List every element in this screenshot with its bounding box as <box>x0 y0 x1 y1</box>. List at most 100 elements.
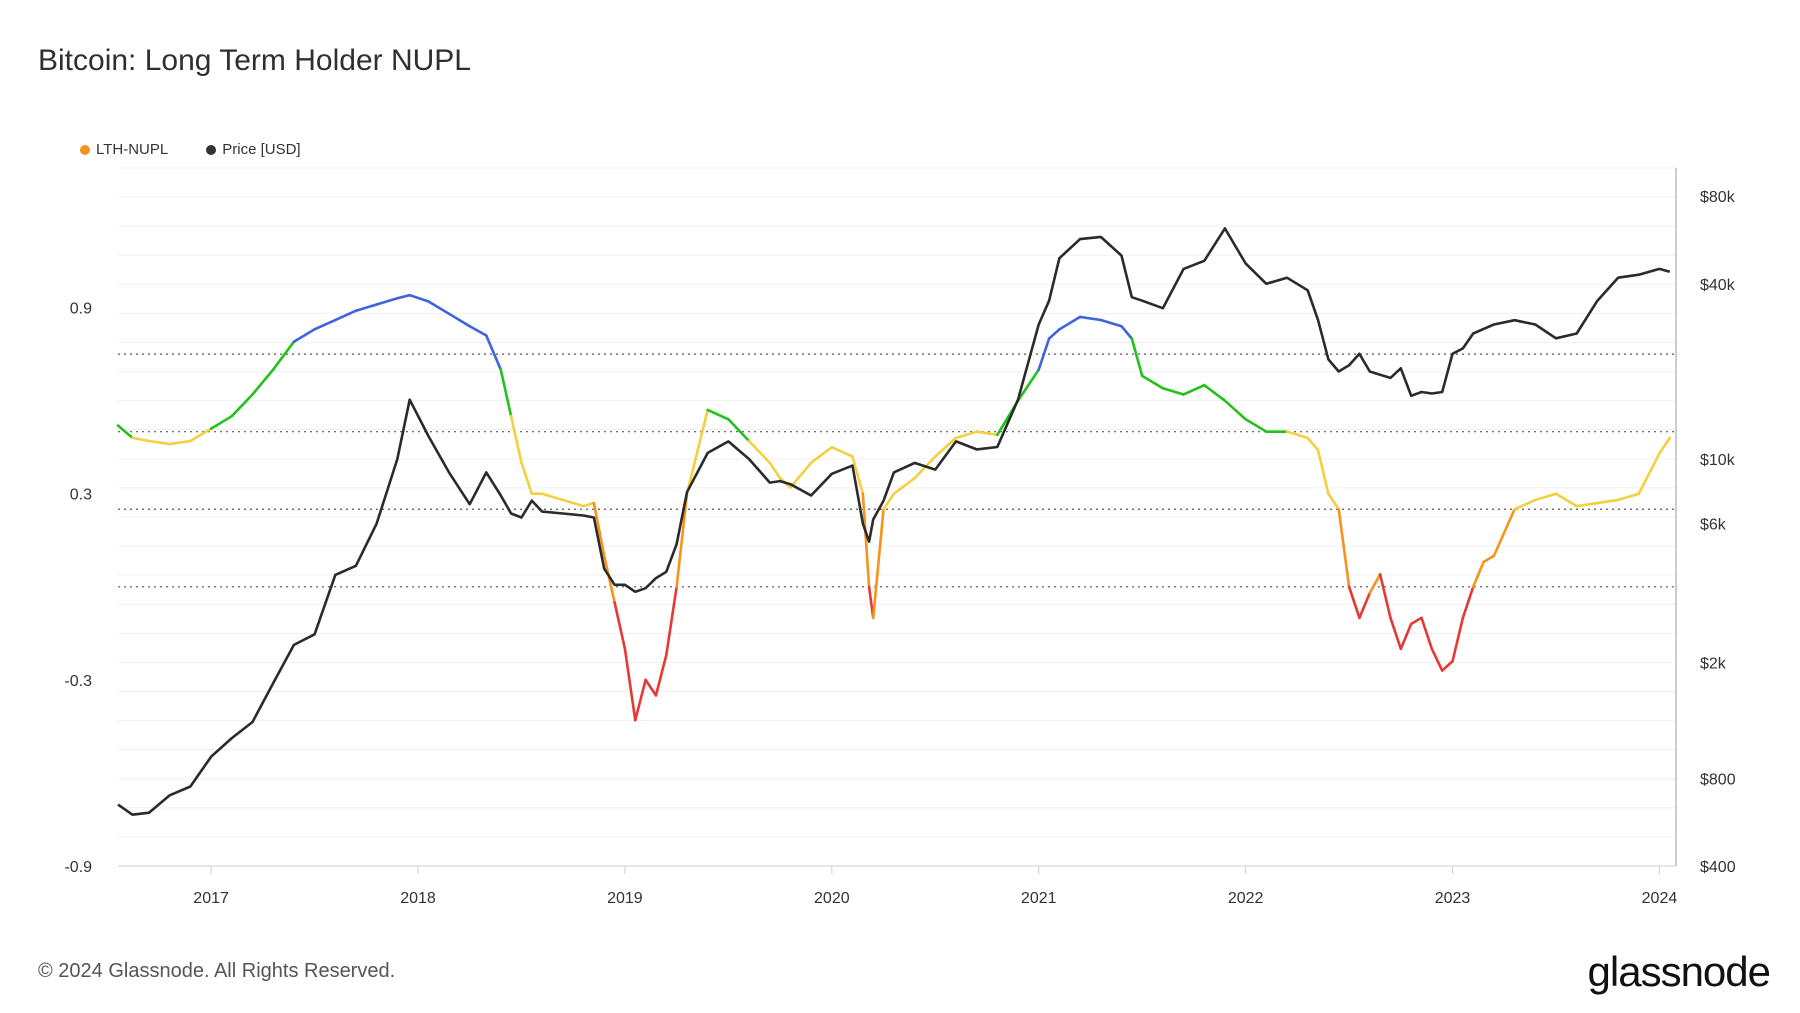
lth-nupl-segment <box>354 303 378 313</box>
lth-nupl-segment <box>1358 591 1372 620</box>
lth-nupl-segment <box>209 414 234 430</box>
x-tick-label: 2022 <box>1228 890 1264 907</box>
lth-nupl-segment <box>975 430 999 437</box>
lth-nupl-segment <box>1492 507 1516 558</box>
lth-nupl-segment <box>509 414 523 465</box>
lth-nupl-segment <box>1099 318 1123 328</box>
lth-nupl-segment <box>1596 498 1620 505</box>
lth-nupl-segment <box>230 393 254 418</box>
lth-nupl-segment <box>768 461 782 480</box>
lth-nupl-segment <box>540 492 565 502</box>
lth-nupl-segment <box>1120 324 1134 340</box>
lth-nupl-segment <box>623 647 637 722</box>
lth-nupl-segment <box>1399 622 1413 651</box>
lth-nupl-segment <box>1202 383 1227 402</box>
lth-nupl-segment <box>747 439 772 465</box>
lth-nupl-segment <box>292 328 316 344</box>
lth-nupl-segment <box>499 368 513 418</box>
lth-nupl-segment <box>1337 507 1351 589</box>
lth-nupl-segment <box>189 427 213 443</box>
legend-dot-orange-icon <box>80 144 90 155</box>
lth-nupl-segment <box>1285 430 1310 440</box>
right-axis-tick-label: $10k <box>1700 452 1736 469</box>
right-axis-tick-label: $2k <box>1700 656 1727 673</box>
lth-nupl-segment <box>871 507 885 620</box>
lth-nupl-segment <box>271 340 296 371</box>
price-usd-line <box>117 227 1671 816</box>
x-tick-label: 2019 <box>607 890 643 907</box>
lth-nupl-segment <box>1461 585 1475 620</box>
lth-nupl-segment <box>1575 501 1599 508</box>
lth-nupl-segment <box>1347 585 1361 620</box>
left-axis-tick-label: 0.3 <box>70 487 92 504</box>
right-axis-tick-label: $40k <box>1700 277 1736 294</box>
legend-label: Price [USD] <box>222 141 301 158</box>
lth-nupl-segment <box>727 417 751 443</box>
left-axis-tick-label: -0.9 <box>64 859 92 876</box>
lth-nupl-segment <box>613 601 627 651</box>
lth-nupl-segment <box>809 445 834 465</box>
legend-item-lth-nupl[interactable]: LTH-NUPL <box>80 141 168 158</box>
lth-nupl-segment <box>520 461 534 496</box>
lth-nupl-segment <box>131 436 151 443</box>
lth-nupl-segment <box>1430 647 1444 672</box>
right-axis-tick-label: $400 <box>1700 859 1736 876</box>
lth-nupl-segment <box>116 424 134 440</box>
lth-nupl-segment <box>1223 399 1247 421</box>
lth-nupl-segment <box>789 461 813 489</box>
lth-nupl-segment <box>468 324 488 337</box>
right-axis-tick-label: $800 <box>1700 771 1736 788</box>
lth-nupl-segment <box>396 293 412 300</box>
lth-nupl-segment <box>1451 616 1465 663</box>
legend-item-price[interactable]: Price [USD] <box>206 141 301 158</box>
lth-nupl-segment <box>1554 492 1578 508</box>
lth-nupl-segment <box>1534 492 1558 502</box>
lth-nupl-segment <box>168 439 192 446</box>
lth-nupl-segment <box>484 334 503 371</box>
lth-nupl-segment <box>427 300 451 316</box>
x-tick-label: 2023 <box>1435 890 1471 907</box>
glassnode-logo: glassnode <box>1587 948 1771 995</box>
lth-nupl-segment <box>644 678 658 697</box>
lth-nupl-segment <box>1482 554 1496 564</box>
legend-dot-black-icon <box>206 144 217 155</box>
lth-nupl-segment <box>333 309 358 322</box>
lth-nupl-segment <box>1016 368 1041 402</box>
x-tick-label: 2017 <box>193 890 229 907</box>
x-tick-label: 2020 <box>814 890 850 907</box>
lth-nupl-segment <box>408 293 430 303</box>
lth-nupl-segment <box>1440 659 1454 672</box>
lth-nupl-segment <box>375 296 399 306</box>
lth-nupl-segment <box>447 312 472 328</box>
lth-nupl-segment <box>1316 449 1330 496</box>
lth-nupl-segment <box>1389 616 1403 651</box>
left-axis-tick-label: 0.9 <box>70 301 92 318</box>
lth-nupl-segment <box>778 476 792 489</box>
copyright-footer: © 2024 Glassnode. All Rights Reserved. <box>38 960 396 982</box>
legend-label: LTH-NUPL <box>96 141 169 158</box>
lth-nupl-segment <box>633 678 647 722</box>
lth-nupl-segment <box>892 476 916 496</box>
lth-nupl-segment <box>913 455 937 480</box>
lth-nupl-segment <box>1378 573 1392 620</box>
lth-nupl-segment <box>1078 315 1103 322</box>
lth-nupl-segment <box>1471 560 1485 589</box>
x-tick-label: 2024 <box>1642 890 1678 907</box>
lth-nupl-segment <box>313 318 337 331</box>
lth-nupl-segment <box>1327 492 1341 511</box>
lth-nupl-segment <box>561 498 585 508</box>
lth-nupl-segment <box>1658 436 1672 455</box>
left-axis-tick-label: -0.3 <box>64 673 92 690</box>
lth-nupl-segment <box>251 368 275 396</box>
lth-nupl-segment <box>1037 337 1051 371</box>
lth-nupl-segment <box>1409 616 1423 626</box>
lth-nupl-segment <box>933 436 958 458</box>
lth-nupl-segment <box>1368 573 1382 595</box>
chart-legend: LTH-NUPL Price [USD] <box>80 141 301 158</box>
lth-nupl-segment <box>1637 452 1661 496</box>
lth-nupl-segment <box>654 653 668 697</box>
lth-nupl-segment <box>685 408 709 496</box>
lth-nupl-segment <box>582 501 596 508</box>
lth-nupl-segment <box>592 501 606 558</box>
lth-nupl-segment <box>1047 328 1061 340</box>
